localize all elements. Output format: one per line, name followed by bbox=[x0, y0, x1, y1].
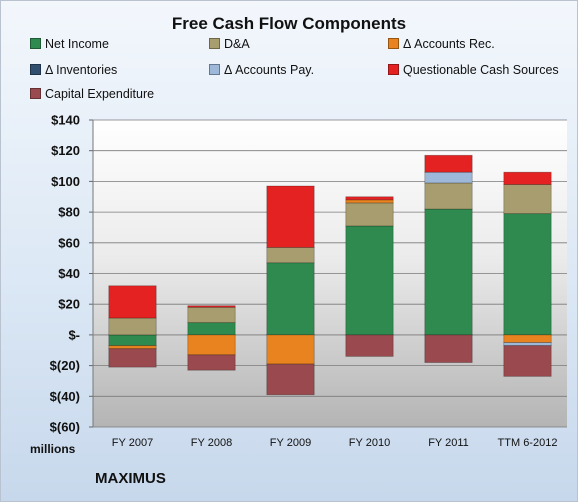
x-tick-label: FY 2011 bbox=[428, 437, 469, 449]
bar-segment-questionable-cash-sources-fy-2010 bbox=[345, 196, 394, 201]
bar-segment-accounts-rec-fy-2007 bbox=[108, 345, 157, 350]
bar-segment-d-a-ttm-6-2012 bbox=[503, 184, 552, 215]
bar-segment-questionable-cash-sources-fy-2011 bbox=[424, 154, 473, 173]
bar-segment-capital-expenditure-fy-2011 bbox=[424, 334, 473, 363]
legend-label-inventories: Δ Inventories bbox=[45, 63, 118, 77]
legend-label-capex: Capital Expenditure bbox=[45, 87, 155, 101]
y-tick-label: $20 bbox=[58, 297, 80, 312]
legend-label-accounts-pay: Δ Accounts Pay. bbox=[224, 63, 315, 77]
company-label: MAXIMUS bbox=[95, 470, 166, 487]
x-tick-label: FY 2010 bbox=[349, 437, 390, 449]
bar-segment-accounts-rec-fy-2009 bbox=[266, 334, 315, 365]
bar-segment-d-a-fy-2009 bbox=[266, 247, 315, 264]
legend-item-da: D&A bbox=[209, 37, 250, 51]
bar-segment-net-income-ttm-6-2012 bbox=[503, 213, 552, 336]
x-tick-label: FY 2008 bbox=[191, 437, 232, 449]
legend-swatch-accounts-rec bbox=[388, 38, 399, 49]
y-tick-label: $(20) bbox=[50, 358, 80, 373]
bar-segment-questionable-cash-sources-ttm-6-2012 bbox=[503, 171, 552, 185]
bar-segment-questionable-cash-sources-fy-2009 bbox=[266, 185, 315, 248]
y-tick-label: $60 bbox=[58, 235, 80, 250]
legend-swatch-net-income bbox=[30, 38, 41, 49]
bar-segment-d-a-fy-2011 bbox=[424, 182, 473, 210]
bar-segment-accounts-pay-fy-2011 bbox=[424, 171, 473, 184]
y-tick-label: $120 bbox=[51, 143, 80, 158]
chart-title: Free Cash Flow Components bbox=[171, 14, 407, 33]
bar-segment-questionable-cash-sources-fy-2007 bbox=[108, 285, 157, 319]
legend-item-net-income: Net Income bbox=[30, 37, 109, 51]
bar-segment-net-income-fy-2009 bbox=[266, 262, 315, 336]
bar-segment-net-income-fy-2007 bbox=[108, 334, 157, 347]
legend-label-accounts-rec: Δ Accounts Rec. bbox=[403, 37, 495, 51]
legend-label-da: D&A bbox=[224, 37, 250, 51]
bar-segment-capital-expenditure-fy-2008 bbox=[187, 354, 236, 371]
bar-segment-accounts-rec-fy-2008 bbox=[187, 334, 236, 356]
y-tick-label: $40 bbox=[58, 266, 80, 281]
y-tick-label: $- bbox=[68, 327, 80, 342]
bar-segment-capital-expenditure-fy-2010 bbox=[345, 334, 394, 357]
bar-segment-questionable-cash-sources-fy-2008 bbox=[187, 305, 236, 308]
bar-segment-capital-expenditure-fy-2009 bbox=[266, 363, 315, 396]
legend-item-accounts-rec: Δ Accounts Rec. bbox=[388, 37, 495, 51]
bar-segment-accounts-rec-fy-2010 bbox=[345, 199, 394, 204]
bar-segment-capital-expenditure-fy-2007 bbox=[108, 348, 157, 368]
bar-segment-d-a-fy-2010 bbox=[345, 202, 394, 227]
units-label: millions bbox=[30, 442, 76, 456]
legend-item-capex: Capital Expenditure bbox=[30, 87, 154, 101]
legend-item-inventories: Δ Inventories bbox=[30, 63, 117, 77]
bar-segment-net-income-fy-2010 bbox=[345, 225, 394, 336]
bar-segment-d-a-fy-2008 bbox=[187, 306, 236, 324]
bar-segment-net-income-fy-2011 bbox=[424, 208, 473, 336]
y-tick-label: $100 bbox=[51, 174, 80, 189]
y-tick-label: $(40) bbox=[50, 389, 80, 404]
legend-swatch-da bbox=[209, 38, 220, 49]
bar-segment-accounts-rec-ttm-6-2012 bbox=[503, 334, 552, 343]
legend-label-questionable-cash: Questionable Cash Sources bbox=[403, 63, 559, 77]
legend-label-net-income: Net Income bbox=[45, 37, 109, 51]
bar-segment-net-income-fy-2008 bbox=[187, 322, 236, 336]
x-tick-label: TTM 6-2012 bbox=[498, 437, 558, 449]
legend-swatch-inventories bbox=[30, 64, 41, 75]
legend-item-accounts-pay: Δ Accounts Pay. bbox=[209, 63, 314, 77]
legend-swatch-capex bbox=[30, 88, 41, 99]
x-tick-label: FY 2007 bbox=[112, 437, 153, 449]
legend-item-questionable-cash: Questionable Cash Sources bbox=[388, 63, 559, 77]
bar-segment-capital-expenditure-ttm-6-2012 bbox=[503, 345, 552, 377]
y-tick-label: $140 bbox=[51, 113, 80, 128]
y-tick-label: $(60) bbox=[50, 420, 80, 435]
bar-segment-d-a-fy-2007 bbox=[108, 317, 157, 336]
x-tick-label: FY 2009 bbox=[270, 437, 311, 449]
y-tick-label: $80 bbox=[58, 205, 80, 220]
legend-swatch-accounts-pay bbox=[209, 64, 220, 75]
legend-swatch-questionable-cash bbox=[388, 64, 399, 75]
bar-segment-accounts-pay-ttm-6-2012 bbox=[503, 342, 552, 347]
